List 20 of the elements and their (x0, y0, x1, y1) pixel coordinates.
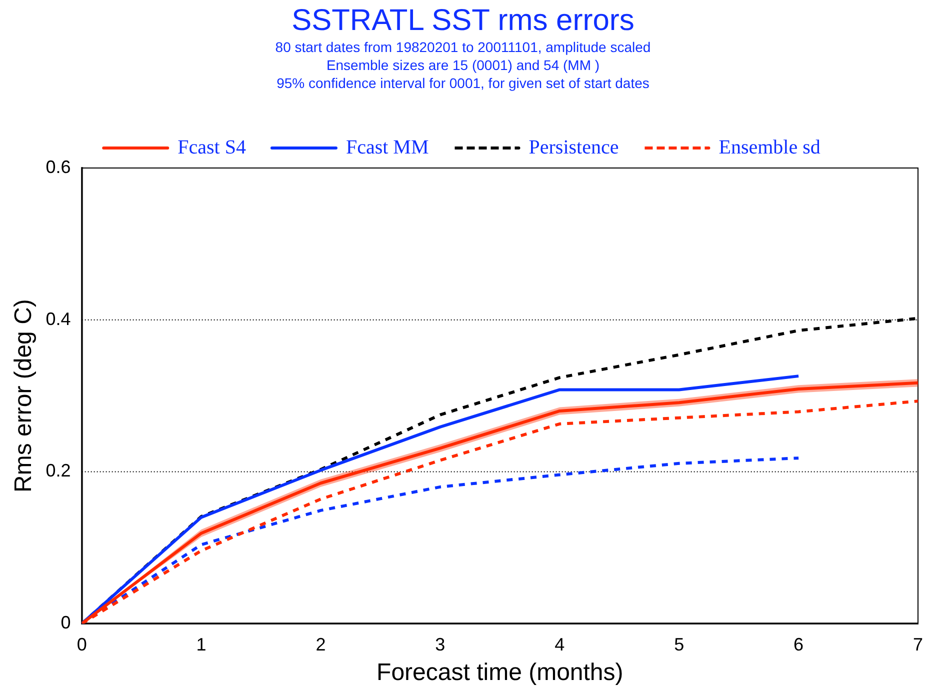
x-tick-label: 3 (435, 634, 446, 654)
x-tick-label: 0 (76, 634, 87, 654)
chart-subtitle: 80 start dates from 19820201 to 20011101, amplitude scaled Ensemble sizes are 15 (0001) and 54 (MM ) 95% confidence interval for 0001, for given set of start dates (274, 38, 652, 92)
legend-label: Persistence (528, 136, 619, 158)
x-tick-label: 2 (316, 634, 326, 654)
y-axis-title: Rms error (deg C) (10, 299, 38, 492)
y-tick-label: 0.2 (46, 460, 71, 481)
legend-label: Fcast S4 (178, 136, 246, 158)
x-tick-label: 1 (196, 634, 206, 654)
x-tick-label: 6 (794, 634, 804, 654)
chart-title: SSTRATL SST rms errors (290, 4, 636, 38)
legend-label: Fcast MM (346, 136, 429, 158)
y-tick-label: 0 (60, 612, 71, 633)
legend-label: Ensemble sd (718, 136, 820, 158)
y-tick-label: 0.6 (46, 156, 71, 177)
x-tick-label: 5 (674, 634, 684, 654)
x-tick-label: 4 (554, 634, 565, 654)
x-tick-label: 7 (912, 634, 923, 654)
y-tick-label: 0.4 (46, 308, 71, 329)
x-axis-title: Forecast time (months) (376, 659, 624, 686)
